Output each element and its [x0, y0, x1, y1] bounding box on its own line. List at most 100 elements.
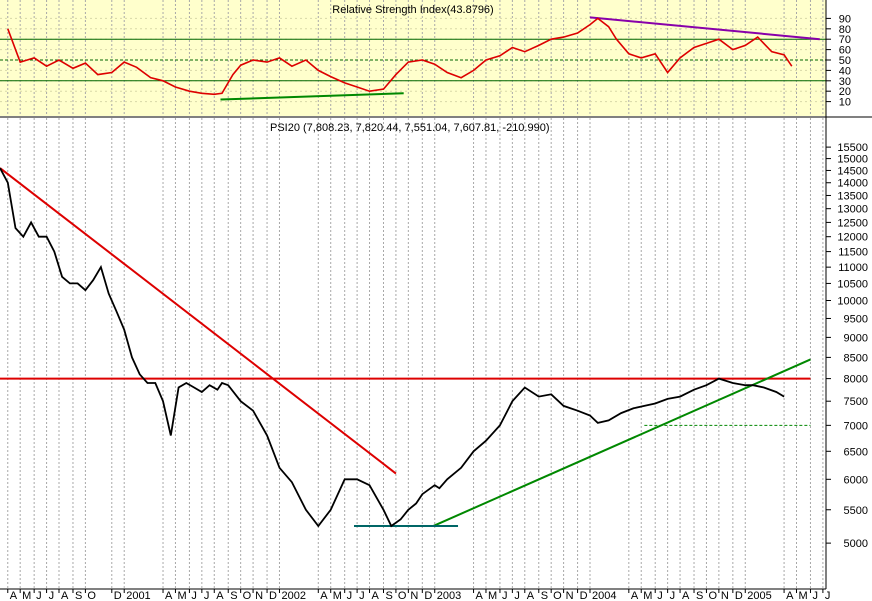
x-tick-label: N	[410, 590, 418, 601]
x-tick-label: N	[566, 590, 574, 601]
x-tick-label: J	[347, 590, 353, 601]
price-trendline	[432, 358, 811, 527]
x-tick-label: J	[670, 590, 676, 601]
price-trendlines	[0, 167, 811, 528]
x-tick-label: J	[49, 590, 55, 601]
price-y-tick-label: 8000	[844, 374, 868, 386]
rsi-trendline	[589, 16, 820, 41]
x-tick-label: J	[812, 590, 818, 601]
x-tick-label: J	[657, 590, 663, 601]
rsi-series	[7, 17, 793, 96]
x-tick-label: J	[359, 590, 365, 601]
price-y-tick-label: 14000	[837, 178, 868, 190]
rsi-y-tick-label: 80	[839, 24, 851, 36]
price-y-tick-label: 14500	[837, 165, 868, 177]
x-tick-label: A	[216, 590, 224, 601]
x-tick-label: A	[61, 590, 69, 601]
price-y-tick-label: 8500	[844, 352, 868, 364]
price-y-tick-label: 6500	[844, 446, 868, 458]
x-tick-label: O	[398, 590, 407, 601]
x-tick-label: 2005	[747, 590, 771, 601]
x-tick-label: O	[243, 590, 252, 601]
rsi-trendline	[220, 92, 404, 101]
rsi-y-tick-label: 90	[839, 13, 851, 25]
price-y-tick-label: 10000	[837, 296, 868, 308]
x-tick-label: D	[269, 590, 277, 601]
x-tick-label: J	[204, 590, 210, 601]
x-tick-label: D	[424, 590, 432, 601]
rsi-y-tick-label: 50	[839, 55, 851, 67]
rsi-vertical-grid	[7, 0, 824, 116]
x-tick-label: A	[10, 590, 18, 601]
x-tick-label: O	[87, 590, 96, 601]
price-y-tick-label: 13000	[837, 204, 868, 216]
price-y-tick-label: 7000	[844, 420, 868, 432]
price-x-axis: A M J J A S O D 2001 A M J J A S O N D 2002 A M J J A S O N D 2003 A M…	[7, 589, 831, 601]
price-panel: PSI20 (7,808.23, 7,820.44, 7,551.04, 7,6…	[0, 118, 868, 601]
x-tick-label: D	[735, 590, 743, 601]
x-tick-label: J	[191, 590, 197, 601]
price-y-tick-label: 9500	[844, 313, 868, 325]
price-y-tick-label: 7500	[844, 396, 868, 408]
x-tick-label: 2004	[592, 590, 616, 601]
x-tick-label: J	[825, 590, 831, 601]
price-y-tick-label: 9000	[844, 332, 868, 344]
rsi-y-tick-label: 10	[839, 97, 851, 109]
rsi-y-tick-label: 60	[839, 45, 851, 57]
x-tick-label: N	[255, 590, 263, 601]
x-tick-label: M	[643, 590, 652, 601]
x-tick-label: A	[682, 590, 690, 601]
price-series	[0, 167, 785, 528]
x-tick-label: S	[696, 590, 703, 601]
x-tick-label: A	[786, 590, 794, 601]
rsi-y-tick-label: 20	[839, 86, 851, 98]
rsi-trendlines	[220, 16, 820, 101]
rsi-background	[0, 0, 826, 116]
price-trendline	[0, 167, 397, 475]
x-tick-label: M	[333, 590, 342, 601]
price-line	[0, 167, 785, 528]
x-tick-label: 2003	[437, 590, 461, 601]
price-y-tick-label: 5000	[844, 538, 868, 550]
rsi-title: Relative Strength Index(43.8796)	[332, 4, 493, 16]
price-y-axis: 5000 5500 6000 6500 7000 7500 8000 8500 9000 9500…	[826, 142, 868, 550]
rsi-reference-lines	[0, 38, 826, 82]
x-tick-label: S	[386, 590, 393, 601]
price-y-tick-label: 12500	[837, 217, 868, 229]
x-tick-label: J	[514, 590, 520, 601]
price-y-tick-label: 12000	[837, 232, 868, 244]
x-tick-label: M	[488, 590, 497, 601]
x-tick-label: D	[580, 590, 588, 601]
x-tick-label: S	[75, 590, 82, 601]
x-tick-label: A	[476, 590, 484, 601]
x-tick-label: D	[114, 590, 122, 601]
x-tick-label: N	[721, 590, 729, 601]
price-y-tick-label: 6000	[844, 474, 868, 486]
x-tick-label: S	[230, 590, 237, 601]
price-y-tick-label: 15500	[837, 142, 868, 154]
rsi-y-tick-label: 40	[839, 65, 851, 77]
x-tick-label: S	[541, 590, 548, 601]
price-y-tick-label: 15000	[837, 154, 868, 166]
price-title: PSI20 (7,808.23, 7,820.44, 7,551.04, 7,6…	[270, 122, 550, 134]
x-tick-label: A	[372, 590, 380, 601]
price-y-tick-label: 5500	[844, 505, 868, 517]
x-tick-label: A	[320, 590, 328, 601]
x-tick-label: O	[553, 590, 562, 601]
x-tick-label: M	[177, 590, 186, 601]
rsi-y-tick-label: 70	[839, 34, 851, 46]
x-tick-label: J	[502, 590, 508, 601]
x-tick-label: M	[22, 590, 31, 601]
x-tick-label: O	[708, 590, 717, 601]
rsi-panel: Relative Strength Index(43.8796) 1020304…	[0, 0, 851, 116]
price-y-tick-label: 10500	[837, 278, 868, 290]
x-tick-label: M	[799, 590, 808, 601]
rsi-line	[7, 17, 793, 96]
x-tick-label: A	[631, 590, 639, 601]
x-tick-label: A	[165, 590, 173, 601]
x-tick-label: 2002	[281, 590, 305, 601]
x-tick-label: J	[36, 590, 42, 601]
price-y-tick-label: 11000	[838, 262, 868, 274]
